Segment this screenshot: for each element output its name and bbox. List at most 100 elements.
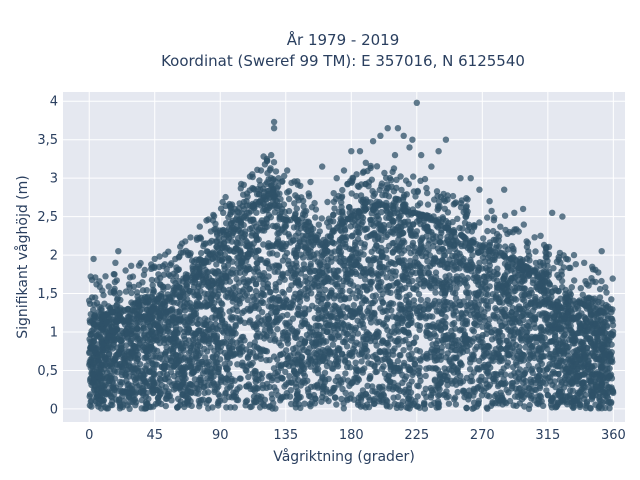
data-point [503,346,510,353]
data-point [440,307,448,314]
data-point [512,359,520,366]
data-point [297,368,305,375]
data-point [274,326,281,333]
data-point [525,356,532,363]
data-point [196,294,203,301]
data-point [503,337,511,345]
data-point [529,365,536,372]
data-point [543,387,550,394]
data-point [387,269,394,276]
data-point [360,314,367,321]
data-point [98,341,106,348]
data-point [102,381,109,389]
data-point [576,355,583,363]
data-point [268,304,275,311]
data-point [316,349,324,356]
data-point [464,307,471,314]
data-point [382,323,389,330]
data-point [193,355,201,362]
data-point [287,267,294,274]
data-point [415,276,422,284]
data-point [240,233,248,240]
data-point [486,262,493,269]
data-point [601,350,609,357]
data-point [450,259,457,267]
data-point [311,315,318,322]
data-point [494,287,501,294]
data-point [125,328,132,335]
data-point [202,354,209,361]
data-point [379,299,387,306]
data-point [274,368,282,376]
data-point [394,255,402,262]
data-point [422,224,429,231]
data-point [416,326,423,333]
data-point [177,346,184,354]
data-point [598,345,605,352]
data-point [496,298,503,306]
data-point [515,330,522,337]
data-point [213,261,220,268]
data-point [258,298,265,305]
data-point [569,340,577,347]
data-point [209,325,216,333]
data-point [423,355,431,362]
data-point [335,355,342,363]
data-point [268,391,275,398]
data-point [378,208,385,216]
data-point [155,394,162,402]
data-point [201,290,208,297]
data-point [482,284,489,292]
data-point [450,312,457,319]
data-point [407,389,415,396]
data-point [132,333,139,341]
data-point [425,240,432,248]
data-point [556,362,563,370]
data-point [335,247,342,255]
data-point [569,387,576,394]
data-point [314,322,321,329]
data-point [267,310,275,317]
data-point [590,353,598,360]
data-point [512,296,520,303]
data-point [156,339,163,347]
data-point [292,232,300,239]
data-point [197,376,205,383]
data-point [338,234,345,242]
data-point [493,277,501,284]
data-point [501,291,508,298]
data-point [282,296,289,303]
data-point [442,336,450,343]
data-point [563,371,570,379]
data-point [606,337,613,344]
data-point [493,292,500,299]
data-point [263,215,270,222]
data-point [275,362,282,369]
data-point [298,353,306,361]
data-point [492,305,499,312]
data-point [288,359,296,367]
data-point [171,380,178,387]
data-point [376,258,383,265]
data-point [541,301,549,308]
data-point [354,330,362,337]
data-point [510,364,517,371]
data-point [110,381,117,388]
data-point [125,362,133,369]
data-point [491,377,498,385]
data-point [436,371,443,378]
data-point [440,247,447,254]
data-point [420,390,428,397]
data-point [513,402,520,409]
data-point [329,365,337,372]
data-point [338,379,345,386]
data-point [432,332,439,340]
data-point [156,329,163,336]
data-point [181,313,188,321]
data-point [380,363,387,370]
data-point [187,398,194,405]
data-point [217,343,225,350]
data-point [478,306,485,313]
data-point [604,389,611,396]
data-point [204,279,212,286]
